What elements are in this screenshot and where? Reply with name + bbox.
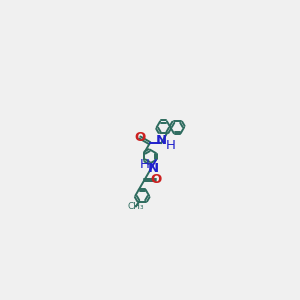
Text: H: H [165,139,175,152]
Text: O: O [150,173,162,186]
Text: H: H [140,158,149,172]
Text: CH₃: CH₃ [128,202,144,211]
Text: N: N [148,162,159,175]
Text: O: O [134,131,146,144]
Text: N: N [156,134,167,147]
